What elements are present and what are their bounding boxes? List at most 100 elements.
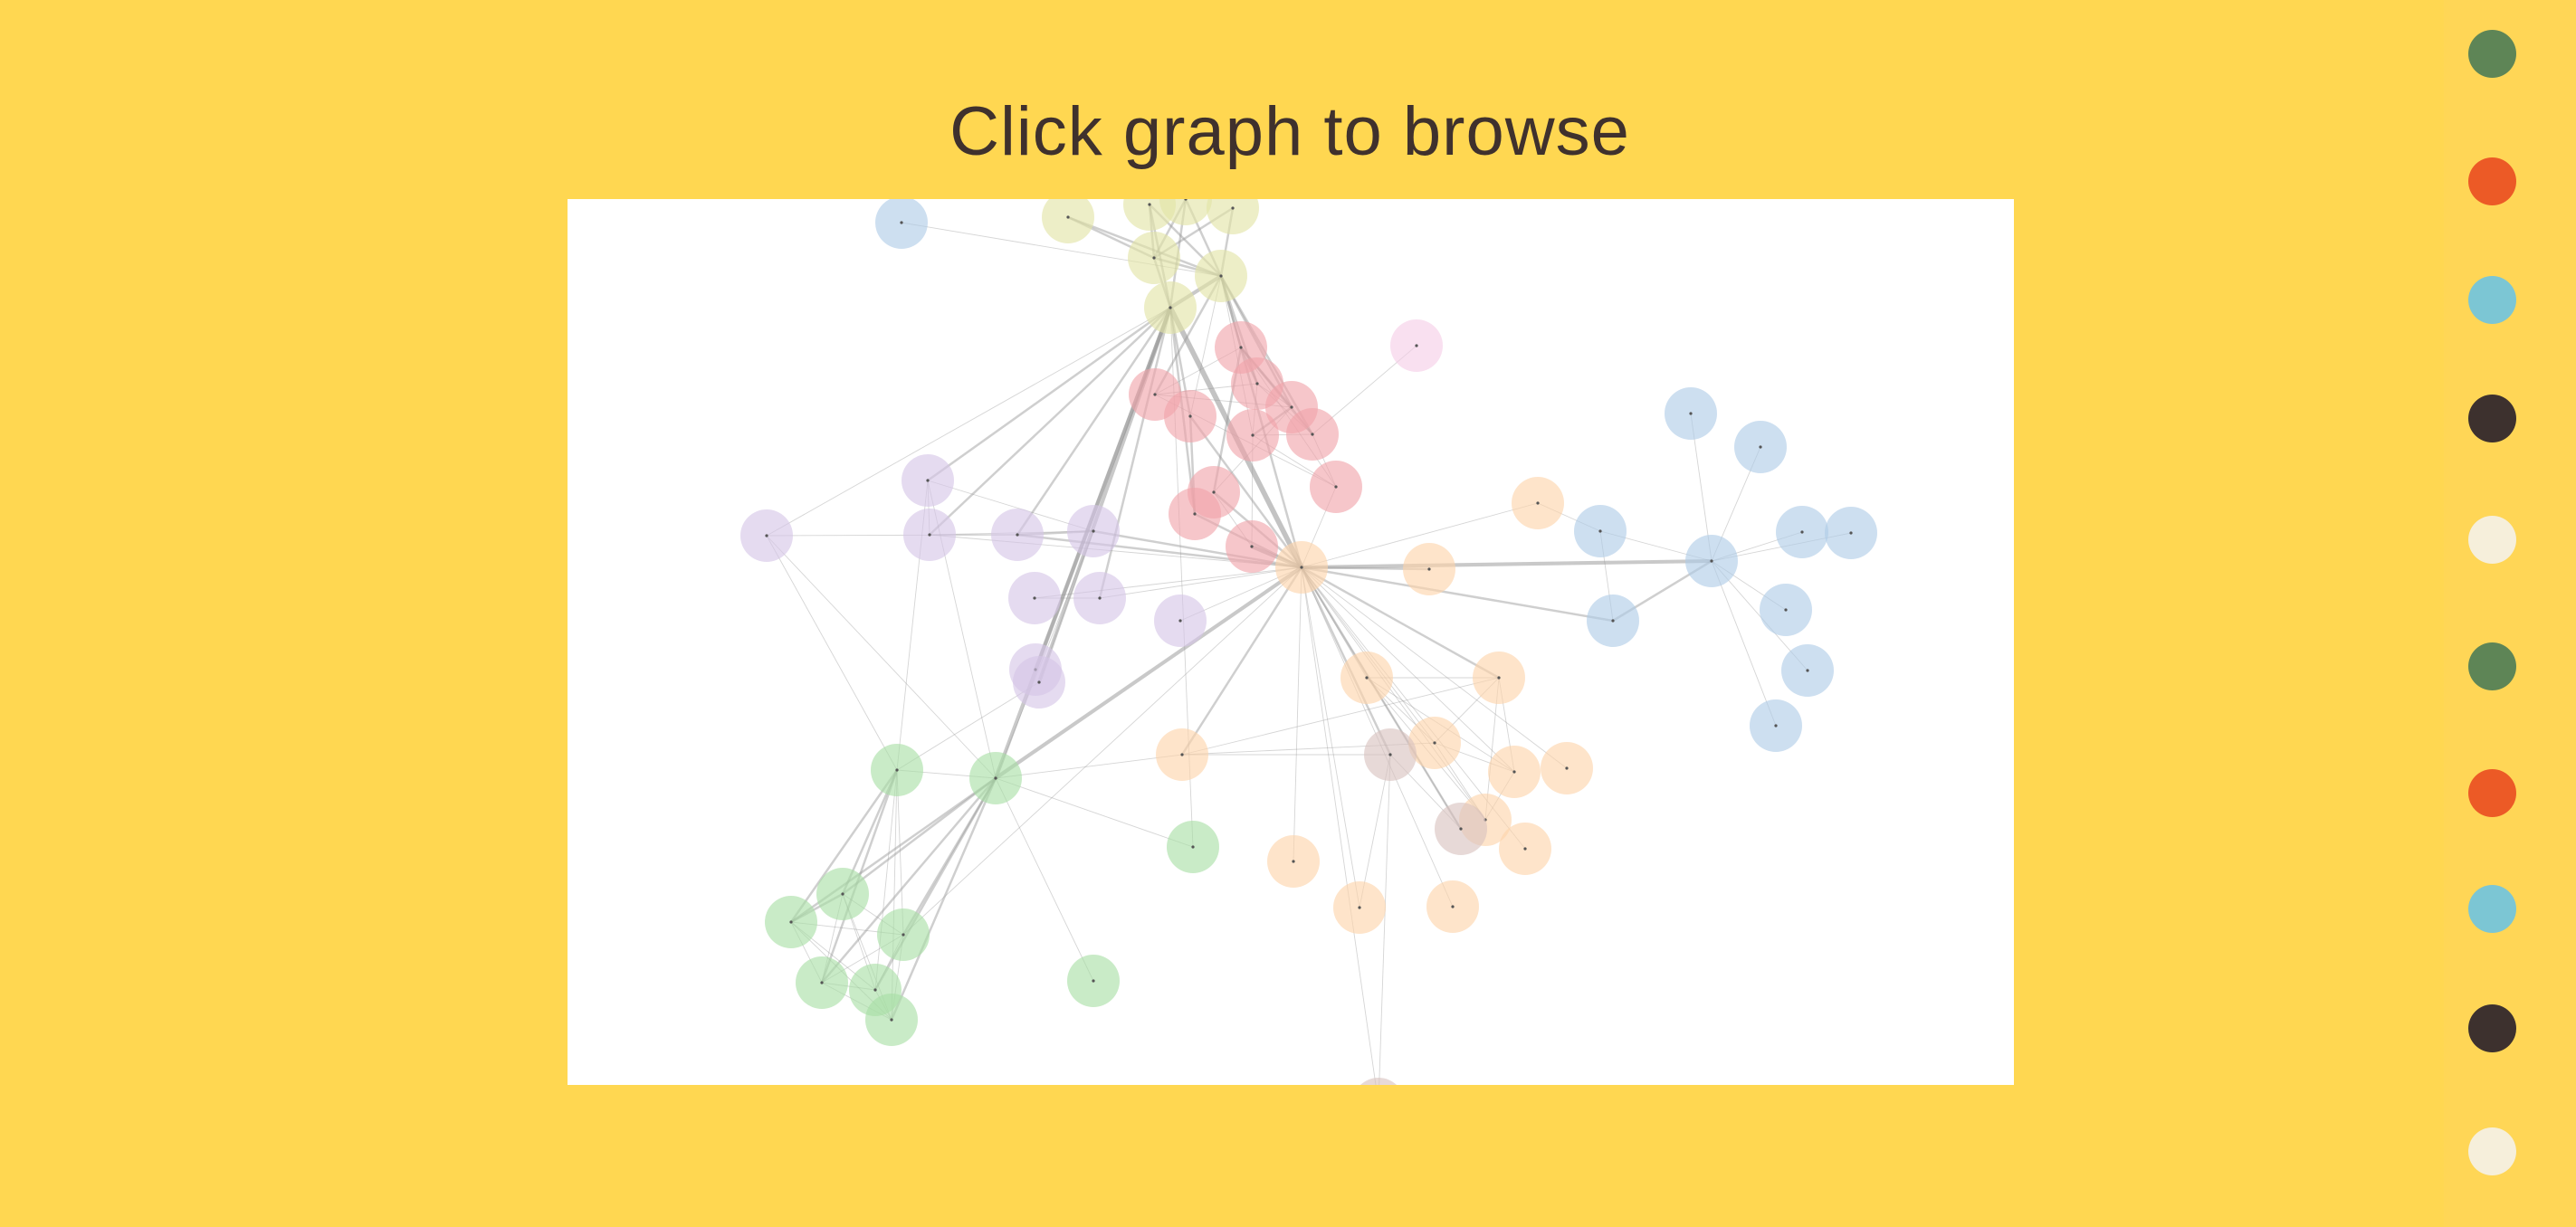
node-circle[interactable]	[1042, 199, 1094, 243]
node-circle[interactable]	[1159, 199, 1212, 225]
color-swatch-cyan[interactable]	[2468, 276, 2516, 324]
node-center-dot	[1231, 206, 1235, 210]
color-swatch-cream[interactable]	[2468, 516, 2516, 564]
graph-node-blue[interactable]	[1750, 699, 1802, 752]
graph-node-orange[interactable]	[1275, 541, 1328, 594]
color-swatch-orange[interactable]	[2468, 157, 2516, 205]
graph-node-yellow[interactable]	[1042, 199, 1094, 243]
node-center-dot	[902, 933, 905, 937]
graph-node-purple[interactable]	[1067, 505, 1120, 557]
graph-node-purple[interactable]	[740, 509, 793, 562]
graph-node-yellow[interactable]	[1144, 281, 1197, 334]
graph-node-brown[interactable]	[1435, 803, 1487, 855]
graph-node-blue[interactable]	[875, 199, 928, 249]
graph-node-orange[interactable]	[1499, 823, 1551, 875]
color-swatch-green[interactable]	[2468, 642, 2516, 690]
graph-node-red[interactable]	[1169, 488, 1221, 540]
color-swatch-green[interactable]	[2468, 30, 2516, 78]
node-center-dot	[1098, 596, 1102, 600]
graph-node-blue[interactable]	[1825, 507, 1877, 559]
network-graph[interactable]	[568, 199, 2014, 1085]
graph-edge	[927, 306, 1171, 482]
node-circle[interactable]	[1207, 199, 1259, 234]
graph-node-red[interactable]	[1286, 408, 1339, 461]
graph-node-yellow[interactable]	[1159, 199, 1212, 225]
graph-node-blue[interactable]	[1587, 594, 1639, 647]
graph-node-yellow[interactable]	[1128, 232, 1180, 284]
color-swatch-orange[interactable]	[2468, 769, 2516, 817]
graph-node-red[interactable]	[1226, 409, 1279, 461]
graph-node-blue[interactable]	[1734, 421, 1787, 473]
node-circle[interactable]	[1352, 1078, 1405, 1085]
graph-node-red[interactable]	[1310, 461, 1362, 513]
graph-node-orange[interactable]	[1340, 652, 1393, 704]
graph-edge	[1301, 566, 1360, 908]
graph-node-orange[interactable]	[1541, 742, 1593, 794]
graph-node-brown[interactable]	[1352, 1078, 1405, 1085]
graph-edge	[821, 777, 997, 984]
graph-node-green[interactable]	[796, 956, 848, 1009]
node-center-dot	[789, 920, 793, 924]
graph-node-green[interactable]	[1067, 955, 1120, 1007]
node-center-dot	[1148, 203, 1151, 206]
node-center-dot	[1774, 724, 1778, 728]
graph-node-purple[interactable]	[1154, 594, 1207, 647]
graph-node-blue[interactable]	[1776, 506, 1828, 558]
graph-node-orange[interactable]	[1156, 728, 1208, 781]
node-center-dot	[1037, 680, 1041, 684]
graph-node-orange[interactable]	[1426, 880, 1479, 933]
node-center-dot	[1427, 567, 1431, 571]
graph-node-blue[interactable]	[1760, 584, 1812, 636]
graph-node-yellow[interactable]	[1207, 199, 1259, 234]
graph-node-green[interactable]	[1167, 821, 1219, 873]
color-swatch-cyan[interactable]	[2468, 885, 2516, 933]
graph-edge	[1016, 307, 1172, 536]
graph-node-blue[interactable]	[1574, 505, 1627, 557]
graph-node-green[interactable]	[877, 908, 930, 961]
node-center-dot	[895, 768, 899, 772]
graph-node-green[interactable]	[765, 896, 817, 948]
graph-node-orange[interactable]	[1403, 543, 1455, 595]
graph-node-green[interactable]	[871, 744, 923, 796]
graph-edge	[929, 307, 1171, 536]
graph-node-purple[interactable]	[903, 509, 956, 561]
node-center-dot	[1536, 501, 1540, 505]
graph-node-red[interactable]	[1226, 520, 1278, 573]
graph-node-orange[interactable]	[1333, 881, 1386, 934]
graph-node-blue[interactable]	[1781, 644, 1834, 697]
graph-node-blue[interactable]	[1665, 387, 1717, 440]
graph-node-purple[interactable]	[902, 454, 954, 507]
graph-node-yellow[interactable]	[1195, 250, 1247, 302]
graph-node-purple[interactable]	[991, 509, 1044, 561]
node-center-dot	[1178, 619, 1182, 623]
graph-panel[interactable]	[568, 199, 2014, 1085]
node-center-dot	[1388, 753, 1392, 756]
graph-node-purple[interactable]	[1013, 656, 1065, 709]
node-center-dot	[1255, 382, 1259, 385]
graph-node-brown[interactable]	[1364, 728, 1417, 781]
color-swatch-cream[interactable]	[2468, 1127, 2516, 1175]
graph-node-orange[interactable]	[1408, 717, 1461, 769]
node-center-dot	[1153, 393, 1157, 396]
graph-edge	[1181, 677, 1500, 756]
color-swatch-dark-brown[interactable]	[2468, 1004, 2516, 1052]
graph-node-blue[interactable]	[1685, 535, 1738, 587]
node-center-dot	[1311, 433, 1314, 436]
color-swatch-dark-brown[interactable]	[2468, 395, 2516, 442]
graph-node-red[interactable]	[1164, 390, 1216, 442]
node-layer	[740, 199, 1877, 1085]
graph-node-green[interactable]	[865, 994, 918, 1046]
graph-node-green[interactable]	[816, 868, 869, 920]
graph-node-orange[interactable]	[1488, 746, 1541, 798]
graph-node-orange[interactable]	[1512, 477, 1564, 529]
graph-node-pink[interactable]	[1390, 319, 1443, 372]
node-center-dot	[1710, 559, 1713, 563]
graph-node-orange[interactable]	[1267, 835, 1320, 888]
node-center-dot	[1806, 669, 1809, 672]
graph-node-green[interactable]	[969, 752, 1022, 804]
graph-node-purple[interactable]	[1008, 572, 1061, 624]
graph-node-purple[interactable]	[1073, 572, 1126, 624]
node-center-dot	[1193, 512, 1197, 516]
graph-node-orange[interactable]	[1473, 652, 1525, 704]
node-center-dot	[1251, 433, 1255, 437]
